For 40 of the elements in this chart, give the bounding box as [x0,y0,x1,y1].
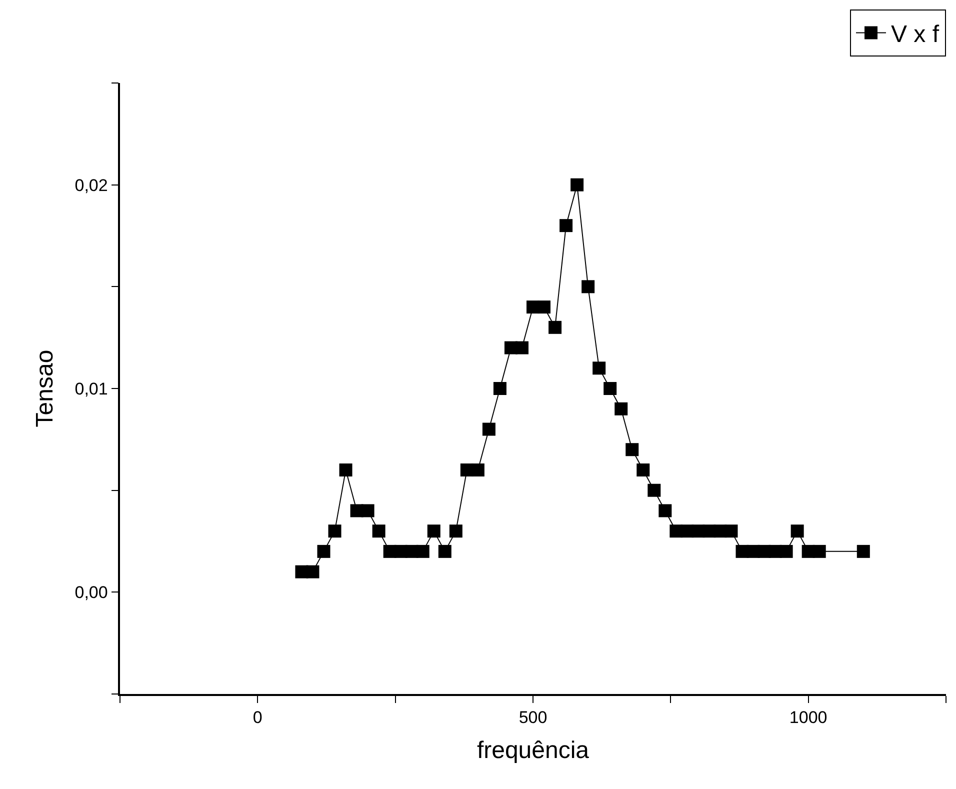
point [604,382,617,395]
point [482,422,496,436]
point [538,300,551,314]
point [493,382,506,395]
point [416,544,430,558]
point [812,544,826,558]
point [328,524,342,538]
point [626,443,639,456]
point [471,463,484,476]
x-tick-label: 1000 [789,708,828,728]
point [614,402,628,416]
point [438,544,452,558]
point [592,362,606,375]
point [636,463,650,476]
point [658,504,672,518]
point [361,504,374,518]
point [339,463,352,476]
point [372,524,386,538]
point [648,484,661,497]
legend-label: V x f [891,21,940,48]
point [317,544,330,558]
y-axis-title: Tensao [31,350,58,428]
point [582,280,595,294]
x-tick-label: 0 [252,708,262,728]
point [856,544,870,558]
y-tick-label: 0,02 [74,176,108,195]
point [560,219,573,232]
point [570,178,584,192]
point [449,524,462,538]
x-axis-title: frequência [476,736,590,764]
point [724,524,738,538]
point [790,524,804,538]
y-tick-label: 0,01 [74,379,108,398]
y-tick-label: 0,00 [74,583,108,602]
point [306,565,320,578]
x-tick-label: 500 [518,708,548,728]
point [515,341,528,354]
point [427,524,440,538]
point [548,320,562,334]
point [780,544,793,558]
